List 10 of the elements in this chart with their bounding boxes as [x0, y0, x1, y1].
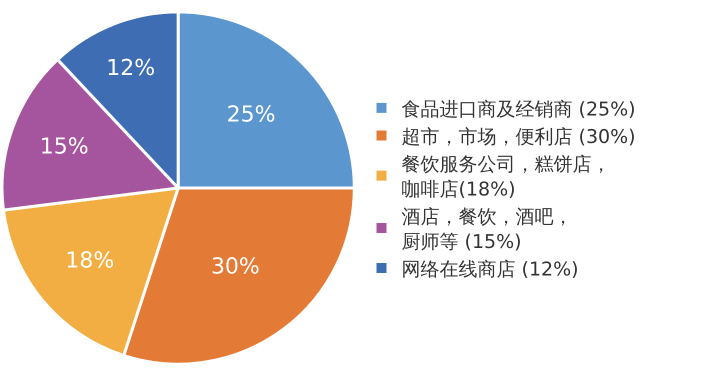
data-label: 30% — [210, 254, 260, 280]
legend-label: 酒店，餐饮，酒吧，厨师等 (15%) — [402, 206, 572, 253]
legend-label: 餐饮服务公司，糕饼店，咖啡店(18%) — [402, 154, 610, 200]
legend-label: 食品进口商及经销商 (25%) — [402, 98, 636, 120]
legend-label: 网络在线商店 (12%) — [402, 258, 579, 280]
data-label: 15% — [40, 134, 89, 160]
data-label: 12% — [106, 56, 156, 81]
data-label: 25% — [226, 102, 276, 128]
data-label: 18% — [65, 248, 114, 274]
legend-label: 超市，市场，便利店 (30%) — [402, 126, 636, 148]
